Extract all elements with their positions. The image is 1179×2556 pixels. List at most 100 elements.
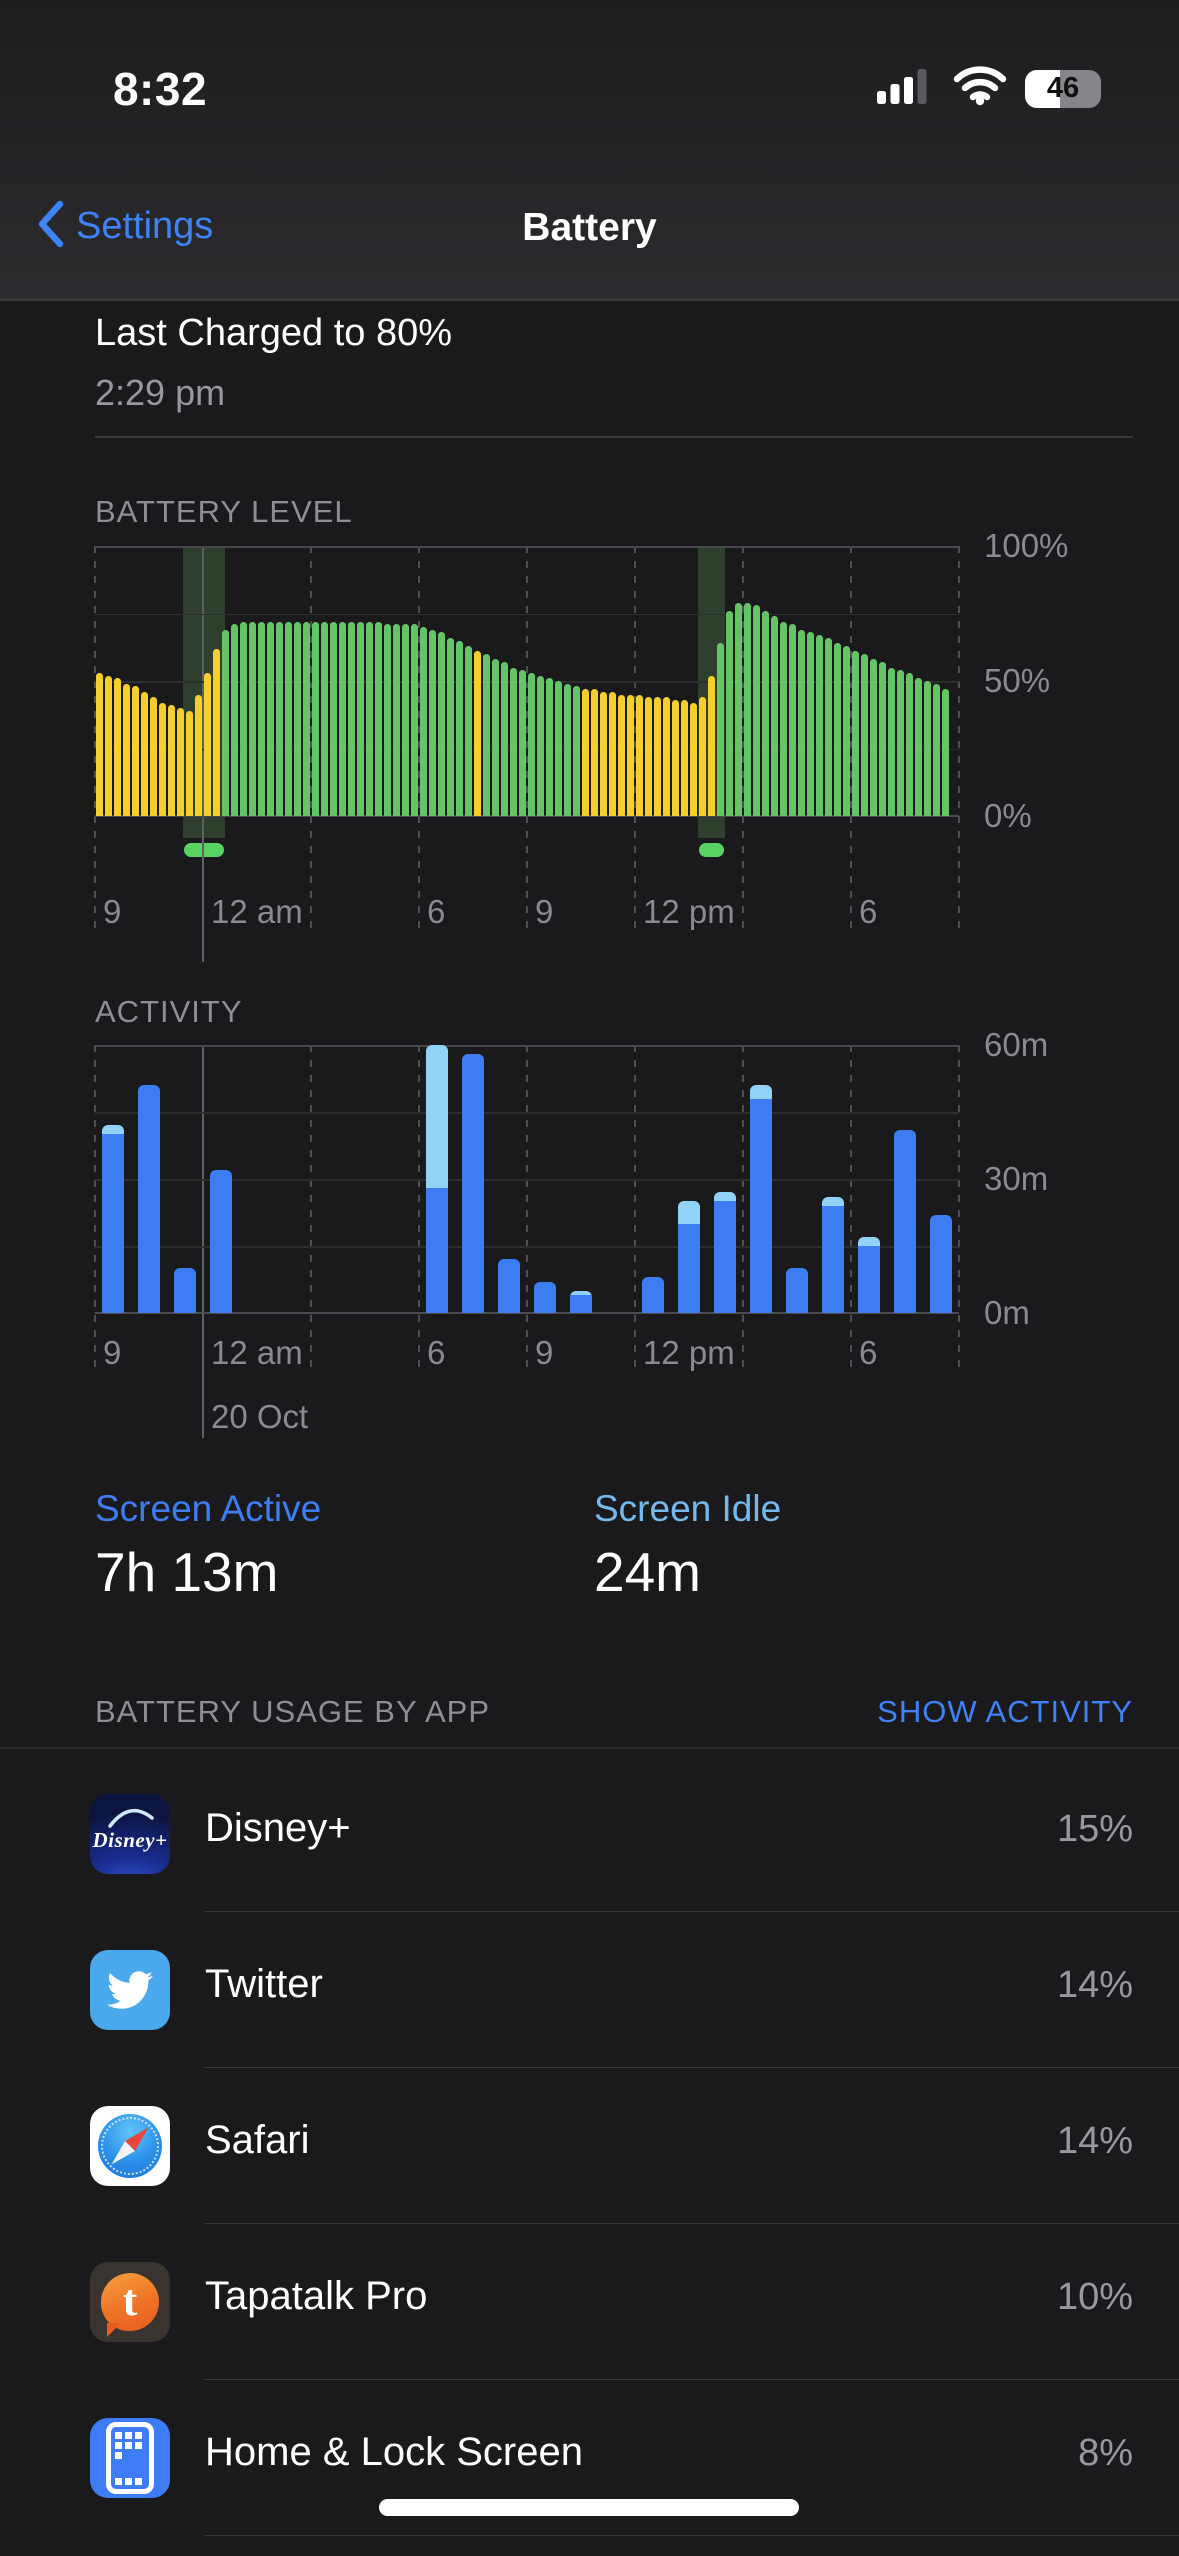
activity-bar [462,1053,484,1313]
battery-level-bar [375,621,382,816]
section-divider [95,436,1133,438]
status-time: 8:32 [112,63,208,115]
battery-x-tick-label: 12 pm [643,893,735,930]
activity-bar-screen-off [426,1045,448,1188]
battery-level-bar [393,624,400,816]
activity-bar [570,1290,592,1313]
battery-level-bar [447,637,454,816]
battery-level-bar [168,705,175,816]
battery-level-bar [330,621,337,816]
battery-usage-header: BATTERY USAGE BY APP [95,1694,491,1729]
battery-level-bar [177,708,184,816]
activity-bar-screen-off [570,1290,592,1296]
battery-level-bar [699,697,706,816]
activity-bar [498,1259,520,1313]
battery-level-bar [222,629,229,816]
battery-level-bar [573,686,580,816]
home-indicator[interactable] [379,2499,799,2516]
page-title: Battery [522,206,657,249]
activity-bar [138,1085,160,1313]
screen-active-label[interactable]: Screen Active [95,1488,322,1529]
activity-bar [750,1085,772,1313]
battery-status-icon: 46 [1025,69,1101,108]
battery-level-bar [267,621,274,816]
app-row-home-lock-screen[interactable]: Home & Lock Screen 8% [0,2380,1179,2536]
cellular-signal-icon [877,68,935,110]
disney-plus-app-icon: Disney+ [90,1794,170,1874]
app-percent: 8% [1078,2432,1133,2474]
activity-day-marker-line [202,1045,204,1438]
battery-level-bar [870,659,877,816]
activity-bar [930,1214,952,1313]
activity-bar-screen-off [714,1192,736,1202]
battery-vgridline [958,546,960,930]
battery-level-bar [627,694,634,816]
battery-level-bar [231,624,238,816]
battery-level-bar [933,683,940,816]
battery-level-bar [897,670,904,816]
screen-idle-label[interactable]: Screen Idle [594,1488,782,1529]
activity-bar-screen-on [930,1214,952,1313]
battery-level-bar [384,624,391,816]
back-button[interactable]: Settings [36,200,213,253]
row-separator [205,2066,1179,2068]
activity-vgridline [526,1045,528,1372]
activity-bar [786,1268,808,1313]
battery-level-bar [159,702,166,816]
show-activity-button[interactable]: SHOW ACTIVITY [877,1694,1133,1729]
battery-vgridline [742,546,744,930]
battery-level-bar [663,697,670,816]
app-name: Home & Lock Screen [205,2430,583,2474]
battery-level-bar [150,697,157,816]
battery-level-bar [285,621,292,816]
battery-level-bar [258,621,265,816]
activity-bar [534,1281,556,1313]
nav-divider [0,299,1179,301]
battery-hgridline [95,681,959,683]
battery-level-bar [321,621,328,816]
battery-y-label-50: 50% [984,662,1051,699]
battery-level-bar [564,683,571,816]
battery-level-bar [303,621,310,816]
last-charged-text: Last Charged to 80% [95,312,453,354]
battery-fill [1025,69,1060,108]
header: 8:32 4 [0,0,1179,300]
app-row-disney[interactable]: Disney+ Disney+ 15% [0,1756,1179,1912]
app-row-tapatalk[interactable]: t Tapatalk Pro 10% [0,2224,1179,2380]
app-row-twitter[interactable]: Twitter 14% [0,1912,1179,2068]
row-separator [205,2222,1179,2224]
battery-level-bar [744,602,751,816]
battery-level-bar [429,629,436,816]
activity-header: ACTIVITY [95,994,243,1029]
battery-level-bar [492,659,499,816]
activity-x-tick-label: 6 [427,1334,446,1371]
activity-x-tick-label: 9 [103,1334,122,1371]
battery-level-bar [411,624,418,816]
activity-bar-screen-on [894,1129,916,1313]
back-label[interactable]: Settings [76,205,214,247]
battery-x-tick-label: 6 [427,893,446,930]
activity-vgridline [94,1045,96,1372]
battery-level-bar [591,689,598,816]
activity-bar [426,1045,448,1313]
battery-level-bar [195,694,202,816]
app-percent: 14% [1056,2120,1133,2162]
battery-level-bar [789,624,796,816]
activity-bar [210,1170,232,1313]
battery-level-bar [537,675,544,816]
battery-level-bar [555,681,562,816]
battery-level-bar [105,675,112,816]
battery-level-bar [861,654,868,816]
activity-bar-screen-on [822,1205,844,1313]
battery-level-bar [114,678,121,816]
activity-bar [102,1125,124,1313]
battery-level-bar [618,694,625,816]
activity-bar [174,1268,196,1313]
activity-bar-screen-on [858,1245,880,1313]
battery-level-bar [474,651,481,816]
activity-bar-screen-on [642,1277,664,1313]
app-percent: 15% [1056,1808,1133,1850]
app-row-safari[interactable]: Safari 14% [0,2068,1179,2224]
battery-level-bar [465,645,472,816]
battery-level-bar [348,621,355,816]
